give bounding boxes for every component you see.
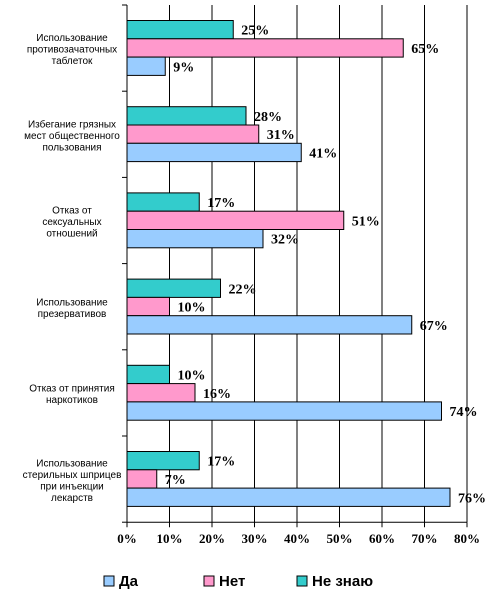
bar xyxy=(126,56,166,76)
category-label-line: Использование xyxy=(36,458,108,469)
category-label: Использование противозачаточных таблеток xyxy=(27,33,117,67)
x-tick-label: 70% xyxy=(412,531,438,546)
legend-label: Да xyxy=(119,573,139,590)
bar xyxy=(126,106,247,126)
value-label: 28% xyxy=(254,110,282,125)
category-labels: Использование противозачаточных таблетокИз… xyxy=(23,33,122,504)
category-label: Избегание грязных мест общественного польз… xyxy=(24,118,120,153)
category-label-line: Использование xyxy=(36,33,108,44)
x-tick-labels: 0% 10% 20% 30% 40% 50% 60% 70% 80% xyxy=(117,531,480,546)
category-label: Использование презервативов xyxy=(36,297,108,320)
bar xyxy=(126,383,196,403)
bar xyxy=(126,38,404,58)
bar xyxy=(126,192,200,212)
category-label-line: мест общественного xyxy=(24,130,120,142)
grid-lines xyxy=(169,5,468,523)
value-label: 31% xyxy=(267,128,295,143)
bar xyxy=(126,469,158,489)
value-label: 10% xyxy=(178,368,206,383)
category-label-line: стерильных шприцев xyxy=(23,470,122,481)
x-tick-label: 80% xyxy=(454,531,480,546)
category-label-line: противозачаточных xyxy=(27,45,117,56)
x-tick-label: 30% xyxy=(242,531,268,546)
legend-swatch xyxy=(296,575,308,587)
x-tick-label: 40% xyxy=(284,531,310,546)
bars xyxy=(126,20,451,507)
bar xyxy=(126,229,264,249)
category-label-line: Отказ от принятия xyxy=(29,384,115,395)
legend-swatch xyxy=(203,575,215,587)
x-tick-label: 10% xyxy=(157,531,183,546)
bar xyxy=(126,142,302,163)
axes xyxy=(122,4,468,528)
category-label-line: Отказ от xyxy=(52,206,92,217)
bar xyxy=(126,401,442,421)
category-label: Использование стерильных шприцев при инъек… xyxy=(23,458,122,504)
category-label-line: наркотиков xyxy=(46,395,98,406)
value-label: 65% xyxy=(411,42,439,57)
x-tick-label: 0% xyxy=(117,531,137,546)
value-label: 16% xyxy=(203,387,231,402)
bar xyxy=(126,487,451,507)
legend-swatch xyxy=(103,575,115,587)
value-label: 7% xyxy=(165,473,186,488)
value-label: 17% xyxy=(207,196,235,211)
value-label: 74% xyxy=(450,405,478,420)
value-label: 9% xyxy=(173,60,194,75)
bar xyxy=(126,124,260,144)
value-label: 22% xyxy=(229,282,257,297)
value-label: 67% xyxy=(420,319,448,334)
value-label: 10% xyxy=(178,301,206,316)
legend-label: Не знаю xyxy=(312,573,373,590)
bar xyxy=(126,278,221,298)
bar xyxy=(126,364,170,385)
category-label-line: таблеток xyxy=(52,55,93,67)
category-label: Отказ от сексуальных отношений xyxy=(42,206,101,240)
category-label: Отказ от принятия наркотиков xyxy=(29,384,115,407)
category-label-line: Использование xyxy=(36,297,108,308)
category-label-line: отношений xyxy=(46,229,97,240)
legend: Да Нет Не знаю xyxy=(103,573,373,590)
x-tick-label: 60% xyxy=(369,531,395,546)
x-tick-label: 50% xyxy=(327,531,353,546)
bar xyxy=(126,315,413,335)
value-label: 32% xyxy=(271,233,299,248)
value-label: 51% xyxy=(352,214,380,229)
bar xyxy=(126,20,234,40)
legend-label: Нет xyxy=(219,573,245,590)
value-label: 17% xyxy=(207,455,235,470)
x-tick-label: 20% xyxy=(199,531,225,546)
bar xyxy=(126,451,200,471)
value-label: 41% xyxy=(309,146,337,161)
category-label-line: при инъекции xyxy=(40,481,104,492)
value-label: 25% xyxy=(241,24,269,39)
bar xyxy=(126,296,170,317)
category-label-line: пользования xyxy=(42,142,101,153)
category-label-line: Избегание грязных xyxy=(28,118,116,130)
value-labels: 25% 65% 9% 28% 31% 41% 17% 51% 32% 22% 10% 67% 10% 16… xyxy=(165,24,486,507)
category-label-line: сексуальных xyxy=(42,217,101,228)
category-label-line: презервативов xyxy=(38,309,107,320)
category-label-line: лекарств xyxy=(51,493,93,504)
bar xyxy=(126,210,345,230)
value-label: 76% xyxy=(458,491,486,506)
